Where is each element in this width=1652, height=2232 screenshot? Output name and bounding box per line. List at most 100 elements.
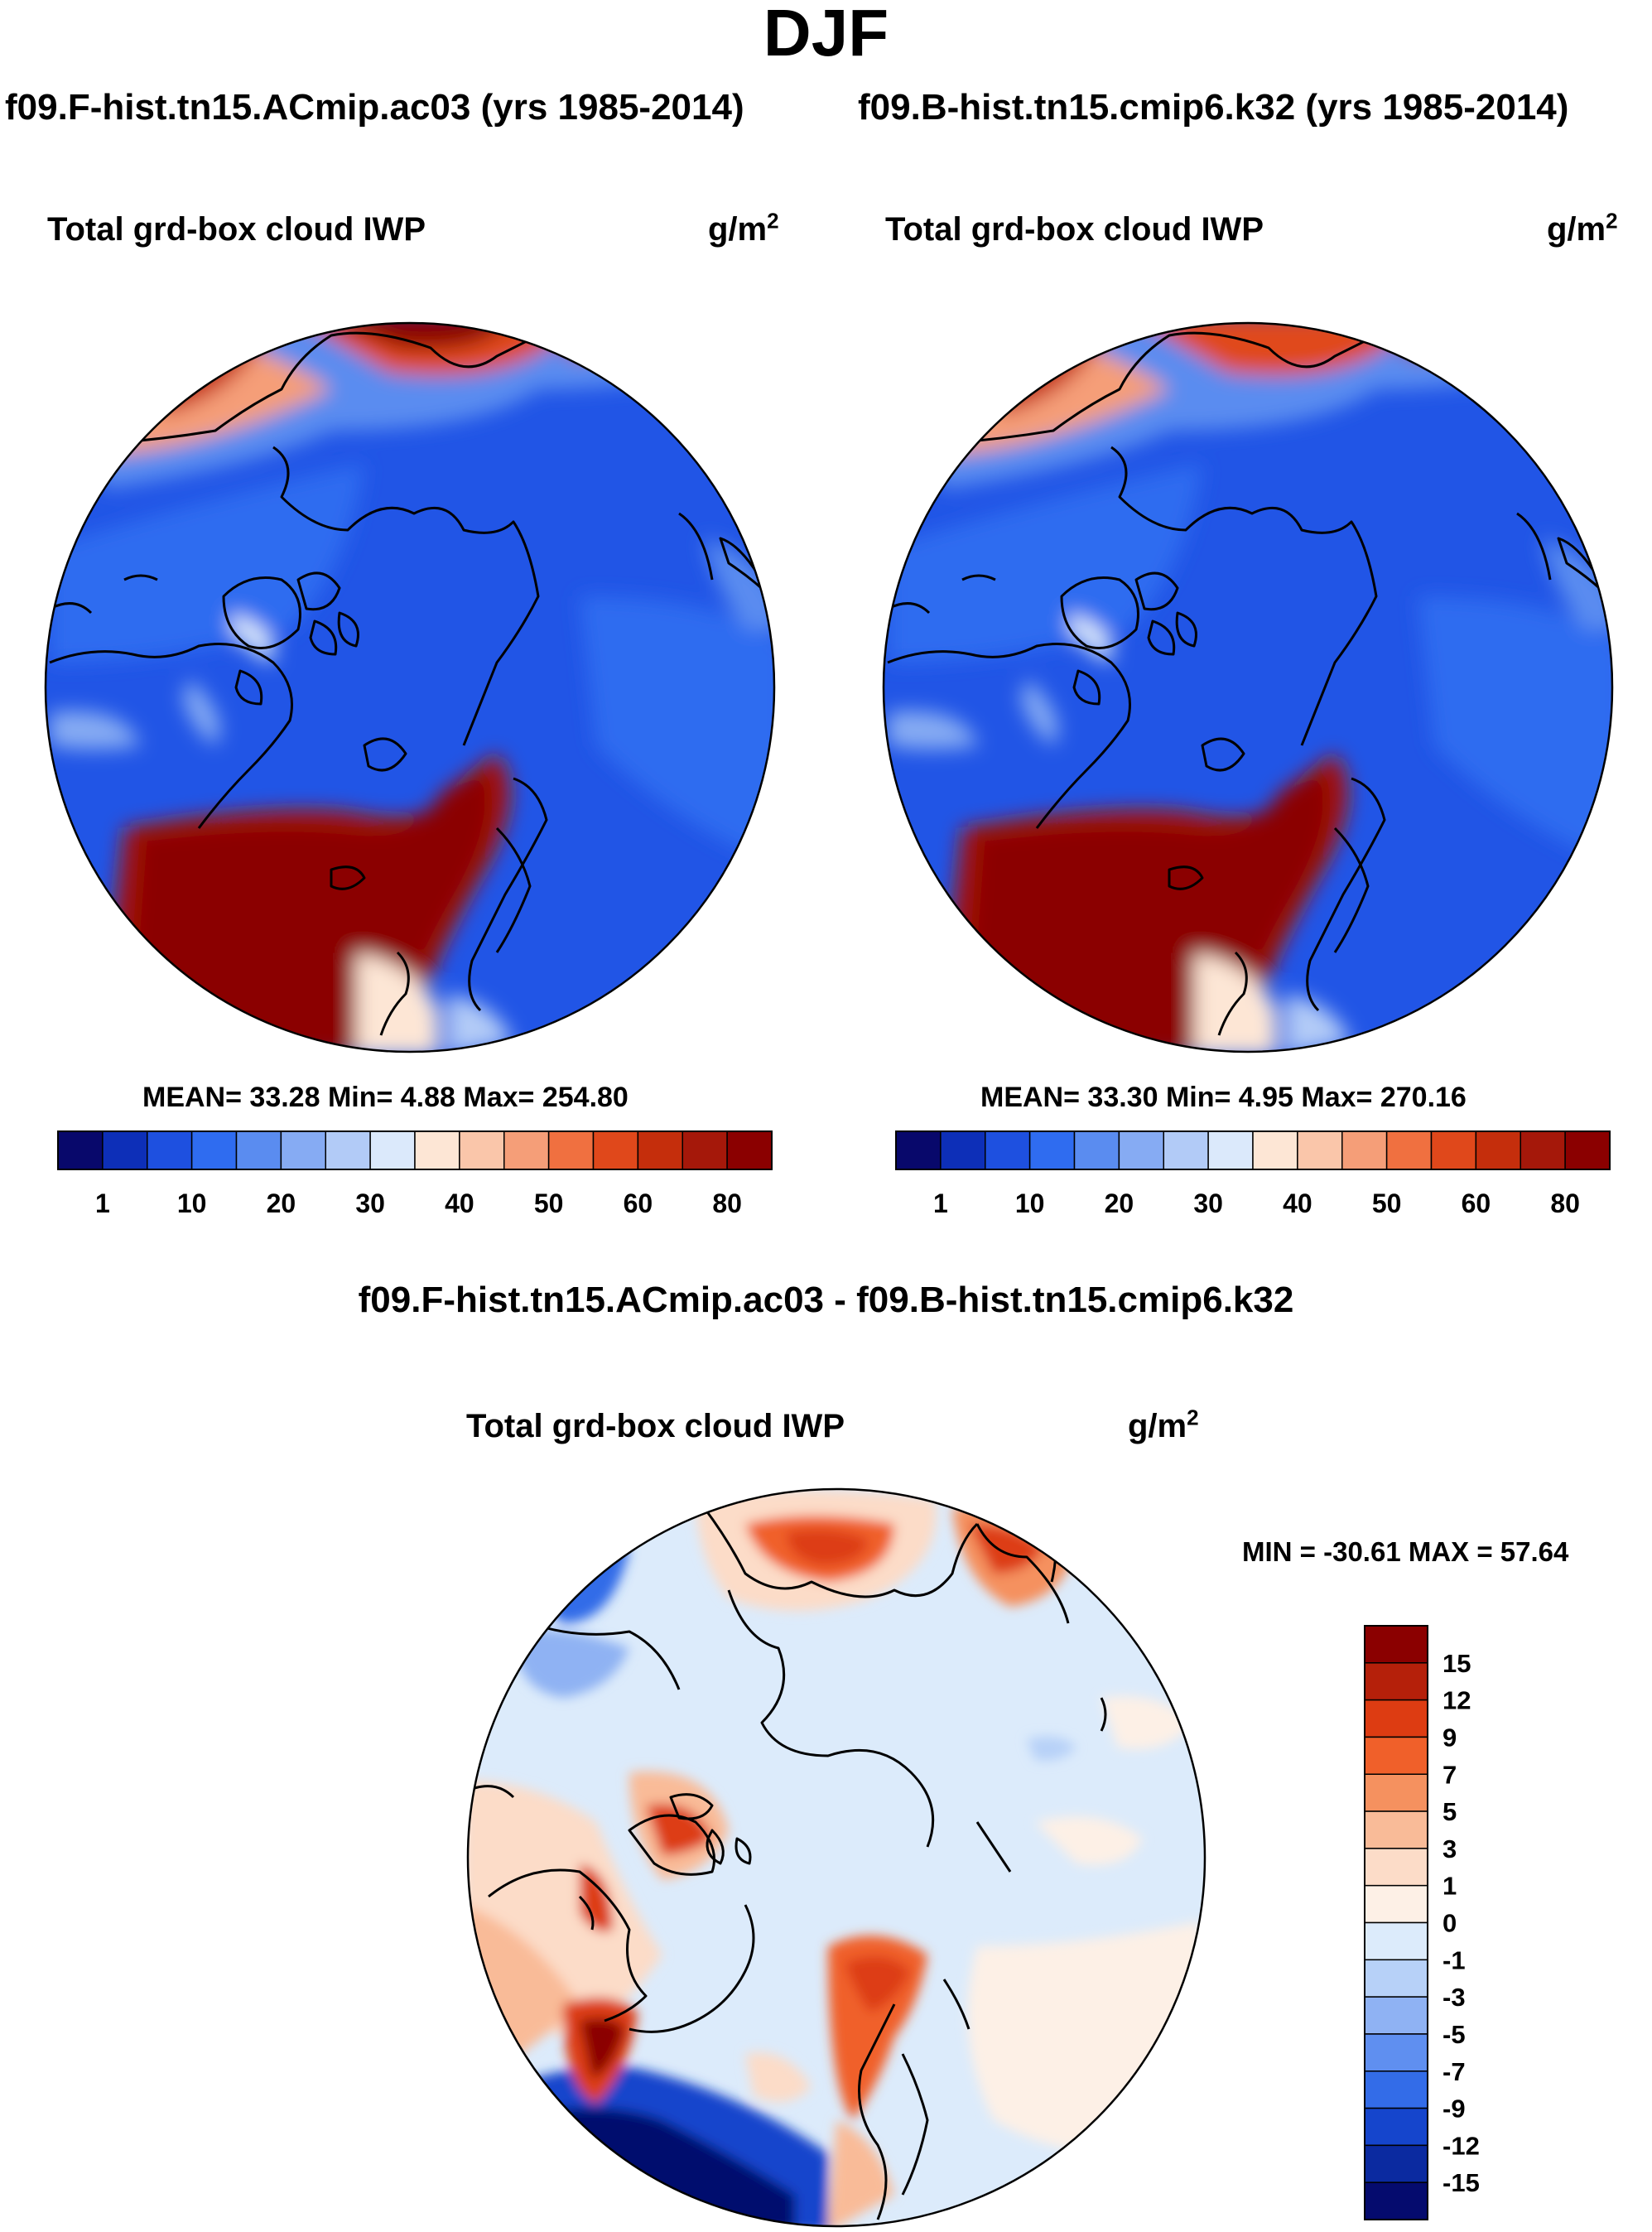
- colorbar-left-box-5: [280, 1130, 326, 1170]
- colorbar-right-label-1: 10: [1015, 1188, 1045, 1218]
- difference-title: f09.F-hist.tn15.ACmip.ac03 - f09.B-hist.…: [358, 1280, 1294, 1320]
- variable-title-left: Total grd-box cloud IWP: [47, 211, 426, 248]
- colorbar-difference-box-12: [1364, 2071, 1428, 2109]
- colorbar-right-box-4: [1073, 1130, 1120, 1170]
- colorbar-left-label-7: 80: [712, 1188, 742, 1218]
- colorbar-left-box-0: [57, 1130, 104, 1170]
- map-right-border: [882, 321, 1614, 1053]
- colorbar-difference-label-14: -15: [1442, 2168, 1480, 2197]
- colorbar-right-box-0: [895, 1130, 942, 1170]
- colorbar-left-box-13: [637, 1130, 683, 1170]
- colorbar-difference-label-0: 15: [1442, 1649, 1471, 1678]
- colorbar-difference-label-10: -5: [1442, 2020, 1466, 2049]
- colorbar-difference-box-4: [1364, 1773, 1428, 1812]
- colorbar-left-label-2: 20: [267, 1188, 296, 1218]
- colorbar-left-box-4: [235, 1130, 282, 1170]
- colorbar-difference-label-4: 5: [1442, 1797, 1457, 1826]
- colorbar-difference-label-2: 9: [1442, 1723, 1457, 1752]
- colorbar-left-box-15: [726, 1130, 773, 1170]
- run-title-left: f09.F-hist.tn15.ACmip.ac03 (yrs 1985-201…: [5, 87, 744, 128]
- colorbar-left-label-5: 50: [534, 1188, 564, 1218]
- colorbar-right: 1 10 20 30 40 50 60 80: [895, 1130, 1611, 1218]
- colorbar-right-box-7: [1207, 1130, 1254, 1170]
- colorbar-difference-label-11: -7: [1442, 2057, 1466, 2086]
- colorbar-left-label-4: 40: [445, 1188, 474, 1218]
- colorbar-difference-box-15: [1364, 2181, 1428, 2220]
- colorbar-difference-box-5: [1364, 1810, 1428, 1849]
- colorbar-left-box-6: [325, 1130, 371, 1170]
- colorbar-difference-label-9: -3: [1442, 1983, 1466, 2012]
- colorbar-difference-label-5: 3: [1442, 1834, 1457, 1863]
- colorbar-difference-box-11: [1364, 2033, 1428, 2072]
- colorbar-right-box-5: [1118, 1130, 1164, 1170]
- stats-left: MEAN= 33.28 Min= 4.88 Max= 254.80: [142, 1082, 629, 1113]
- colorbar-left-box-8: [414, 1130, 460, 1170]
- colorbar-left-box-10: [503, 1130, 550, 1170]
- colorbar-right-label-7: 80: [1550, 1188, 1580, 1218]
- colorbar-left-box-3: [190, 1130, 238, 1170]
- colorbar-right-box-10: [1341, 1130, 1388, 1170]
- colorbar-left-box-12: [592, 1130, 639, 1170]
- run-title-right: f09.B-hist.tn15.cmip6.k32 (yrs 1985-2014…: [858, 87, 1569, 128]
- variable-title-difference: Total grd-box cloud IWP: [466, 1408, 845, 1444]
- colorbar-right-label-3: 30: [1193, 1188, 1223, 1218]
- colorbar-left-box-9: [459, 1130, 505, 1170]
- colorbar-right-box-2: [985, 1130, 1031, 1170]
- colorbar-difference-label-8: -1: [1442, 1945, 1466, 1974]
- colorbar-right-box-12: [1430, 1130, 1477, 1170]
- colorbar-difference-box-2: [1364, 1699, 1428, 1738]
- map-right: [884, 323, 1612, 1052]
- colorbar-right-box-11: [1385, 1130, 1433, 1170]
- units-right: g/m2: [1547, 208, 1618, 248]
- colorbar-left-box-11: [547, 1130, 595, 1170]
- colorbar-left-label-3: 30: [355, 1188, 385, 1218]
- colorbar-right-label-4: 40: [1283, 1188, 1312, 1218]
- colorbar-difference-label-13: -12: [1442, 2131, 1480, 2160]
- colorbar-right-label-6: 60: [1462, 1188, 1491, 1218]
- colorbar-right-label-0: 1: [933, 1188, 948, 1218]
- colorbar-right-label-2: 20: [1105, 1188, 1134, 1218]
- stats-right: MEAN= 33.30 Min= 4.95 Max= 270.16: [980, 1082, 1467, 1113]
- colorbar-difference-box-14: [1364, 2144, 1428, 2183]
- colorbar-difference-box-13: [1364, 2107, 1428, 2147]
- colorbar-difference-frame: [1364, 1625, 1428, 2220]
- colorbar-difference-box-1: [1364, 1662, 1428, 1701]
- colorbar-left-box-2: [147, 1130, 193, 1170]
- colorbar-difference-box-9: [1364, 1959, 1428, 1998]
- units-difference: g/m2: [1128, 1405, 1199, 1444]
- colorbar-right-box-1: [940, 1130, 986, 1170]
- colorbar-difference-box-8: [1364, 1921, 1428, 1961]
- units-left: g/m2: [708, 208, 779, 248]
- colorbar-left-label-0: 1: [95, 1188, 110, 1218]
- colorbar-left-frame: [57, 1130, 773, 1170]
- colorbar-right-box-6: [1163, 1130, 1209, 1170]
- colorbar-left-box-7: [369, 1130, 416, 1170]
- colorbar-difference-label-1: 12: [1442, 1686, 1471, 1715]
- colorbar-difference-box-0: [1364, 1625, 1428, 1664]
- colorbar-right-box-8: [1252, 1130, 1298, 1170]
- difference-minmax: MIN = -30.61 MAX = 57.64: [1242, 1536, 1569, 1567]
- colorbar-left-box-14: [682, 1130, 728, 1170]
- colorbar-left-label-1: 10: [177, 1188, 207, 1218]
- colorbar-difference-label-12: -9: [1442, 2095, 1466, 2124]
- colorbar-difference-box-7: [1364, 1884, 1428, 1924]
- colorbar-right-box-14: [1520, 1130, 1566, 1170]
- variable-title-right: Total grd-box cloud IWP: [885, 211, 1264, 248]
- colorbar-difference-box-10: [1364, 1996, 1428, 2035]
- colorbar-difference-label-7: 0: [1442, 1909, 1457, 1938]
- colorbar-left-box-1: [102, 1130, 148, 1170]
- colorbar-right-box-13: [1475, 1130, 1521, 1170]
- colorbar-right-box-3: [1028, 1130, 1076, 1170]
- colorbar-right-box-9: [1297, 1130, 1343, 1170]
- colorbar-right-frame: [895, 1130, 1611, 1170]
- colorbar-difference-box-3: [1364, 1736, 1428, 1775]
- colorbar-difference-box-6: [1364, 1848, 1428, 1887]
- main-title: DJF: [763, 0, 889, 70]
- colorbar-right-box-15: [1564, 1130, 1611, 1170]
- map-difference-coastlines: [471, 1506, 1107, 2220]
- map-difference-border: [466, 1487, 1206, 2228]
- map-left-border: [44, 321, 776, 1053]
- colorbar-left: 1 10 20 30 40 50 60 80: [57, 1130, 773, 1218]
- colorbar-left-label-6: 60: [624, 1188, 653, 1218]
